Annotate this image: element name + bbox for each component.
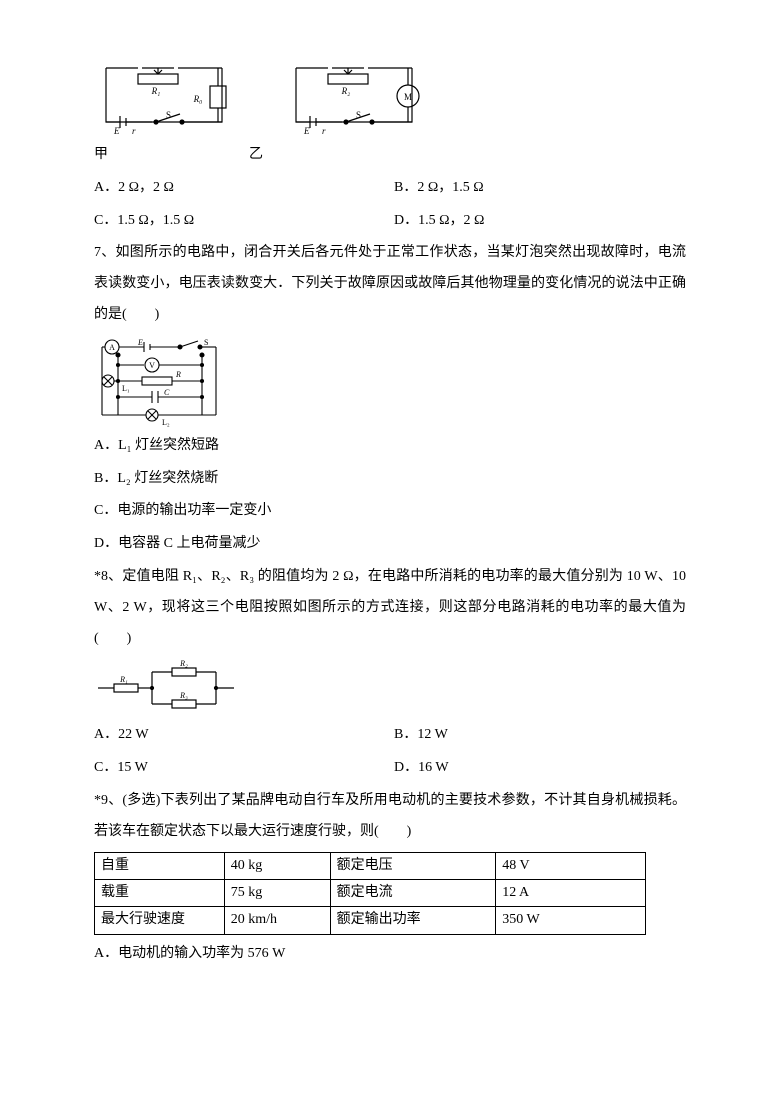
q8-opt-d: D．16 W [394, 753, 686, 784]
q7-label-a: A [109, 343, 115, 352]
table-row: 载重 75 kg 额定电流 12 A [95, 879, 646, 906]
table-cell: 40 kg [224, 852, 330, 879]
q8-opts-ab: A．22 W B．12 W [94, 720, 686, 751]
q7-label-s: S [204, 338, 208, 347]
label-r1: R₁ [151, 86, 161, 96]
q8-opts-cd: C．15 W D．16 W [94, 753, 686, 784]
q8-opt-a: A．22 W [94, 720, 394, 751]
q8-opt-c: C．15 W [94, 753, 394, 784]
table-cell: 额定电压 [330, 852, 496, 879]
label-e1: E [113, 126, 120, 136]
table-row: 最大行驶速度 20 km/h 额定输出功率 350 W [95, 907, 646, 934]
q6-captions: 甲 乙 [94, 140, 686, 171]
q8-circuit-svg: R₁ R₂ R₃ [94, 660, 244, 716]
table-cell: 最大行驶速度 [95, 907, 225, 934]
q7-circuit: A E S V L₁ R C L₂ [94, 337, 224, 427]
label-r2: R₂ [341, 86, 351, 96]
q6-circuits: R₁ R₀ E r S [94, 60, 686, 136]
q7-opt-a: A．L₁ 灯丝突然短路 [94, 431, 686, 462]
table-cell: 12 A [496, 879, 646, 906]
q6-opts-cd: C．1.5 Ω，1.5 Ω D．1.5 Ω，2 Ω [94, 206, 686, 237]
circuit-jia: R₁ R₀ E r S [94, 60, 234, 136]
label-e2: E [303, 126, 310, 136]
caption-jia: 甲 [94, 140, 249, 171]
q7-opt-c: C．电源的输出功率一定变小 [94, 496, 686, 527]
q7-label-c: C [164, 388, 170, 397]
table-cell: 额定输出功率 [330, 907, 496, 934]
q9-table: 自重 40 kg 额定电压 48 V 载重 75 kg 额定电流 12 A 最大… [94, 852, 646, 935]
q7-opt-b: B．L₂ 灯丝突然烧断 [94, 464, 686, 495]
q7-label-v: V [149, 361, 155, 370]
q8-opt-b: B．12 W [394, 720, 686, 751]
label-r-int2: r [322, 126, 326, 136]
q6-opt-c: C．1.5 Ω，1.5 Ω [94, 206, 394, 237]
q8-label-r2: R₂ [179, 660, 188, 668]
label-m: M [404, 92, 412, 102]
table-row: 自重 40 kg 额定电压 48 V [95, 852, 646, 879]
table-cell: 自重 [95, 852, 225, 879]
table-cell: 350 W [496, 907, 646, 934]
q6-opt-d: D．1.5 Ω，2 Ω [394, 206, 686, 237]
q7-stem: 7、如图所示的电路中，闭合开关后各元件处于正常工作状态，当某灯泡突然出现故障时，… [94, 238, 686, 330]
label-r0: R₀ [193, 94, 203, 104]
q9-opt-a: A．电动机的输入功率为 576 W [94, 939, 686, 970]
q7-label-r: R [175, 370, 181, 379]
q7-label-e: E [137, 338, 143, 347]
q6-opt-b: B．2 Ω，1.5 Ω [394, 173, 686, 204]
table-cell: 48 V [496, 852, 646, 879]
q6-opt-a: A．2 Ω，2 Ω [94, 173, 394, 204]
label-s1: S [166, 110, 171, 120]
table-cell: 75 kg [224, 879, 330, 906]
q8-label-r1: R₁ [119, 675, 128, 684]
table-cell: 载重 [95, 879, 225, 906]
table-cell: 额定电流 [330, 879, 496, 906]
caption-yi: 乙 [249, 140, 263, 171]
q8-stem: *8、定值电阻 R₁、R₂、R₃ 的阻值均为 2 Ω，在电路中所消耗的电功率的最… [94, 562, 686, 654]
table-cell: 20 km/h [224, 907, 330, 934]
label-s2: S [356, 110, 361, 120]
circuit-yi-svg: R₂ M E r S [284, 60, 424, 136]
circuit-yi: R₂ M E r S [284, 60, 424, 136]
q8-label-r3: R₃ [179, 691, 188, 700]
circuit-jia-svg: R₁ R₀ E r S [94, 60, 234, 136]
q7-label-l1: L₁ [122, 384, 130, 393]
q6-opts-ab: A．2 Ω，2 Ω B．2 Ω，1.5 Ω [94, 173, 686, 204]
q9-stem: *9、(多选)下表列出了某品牌电动自行车及所用电动机的主要技术参数，不计其自身机… [94, 786, 686, 848]
q7-circuit-svg: A E S V L₁ R C L₂ [94, 337, 224, 427]
q7-label-l2: L₂ [162, 418, 170, 427]
q8-circuit: R₁ R₂ R₃ [94, 660, 244, 716]
q7-opt-d: D．电容器 C 上电荷量减少 [94, 529, 686, 560]
label-r-int1: r [132, 126, 136, 136]
